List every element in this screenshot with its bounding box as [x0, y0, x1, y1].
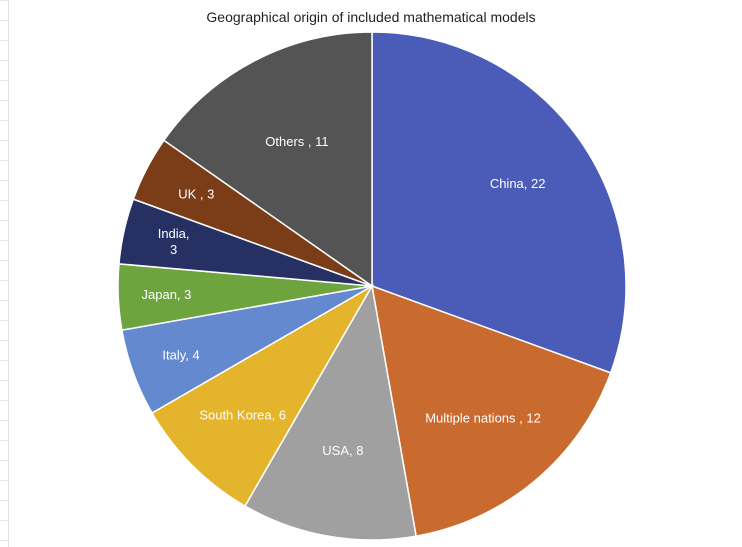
- pie-slice-multiple-nations: [371, 284, 612, 538]
- pie-slice-south-korea: [151, 283, 375, 507]
- slice-label-others: Others , 11: [265, 134, 328, 149]
- sheet-grid-edge: [0, 0, 9, 547]
- pie-slice-usa: [243, 283, 417, 541]
- slice-label-south-korea: South Korea, 6: [199, 407, 286, 422]
- slice-label-uk: UK , 3: [178, 187, 214, 202]
- pie-slice-others: [162, 31, 373, 288]
- slice-label-india: India, 3: [158, 226, 190, 257]
- chart-title: Geographical origin of included mathemat…: [206, 9, 536, 25]
- pie-slice-china: [371, 31, 627, 374]
- slice-label-usa: USA, 8: [322, 443, 363, 458]
- slice-label-italy: Italy, 4: [162, 347, 199, 362]
- slice-label-japan: Japan, 3: [142, 287, 192, 302]
- slice-label-china: China, 22: [490, 176, 546, 191]
- slice-label-multiple-nations: Multiple nations , 12: [425, 410, 541, 425]
